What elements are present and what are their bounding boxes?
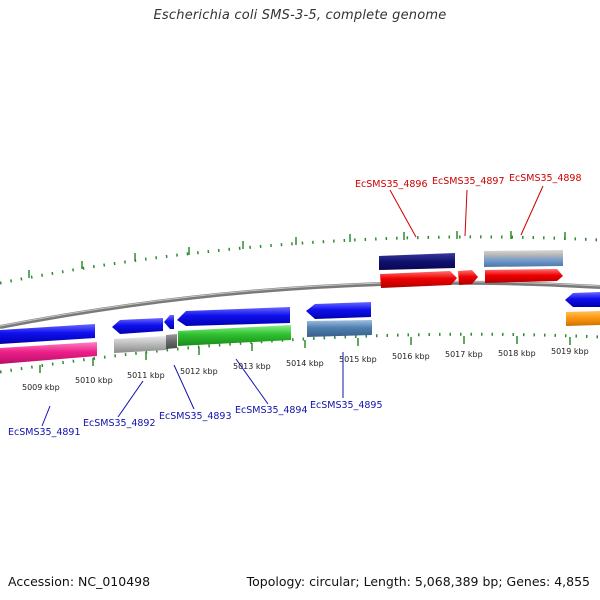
tick-label: 5019 kbp — [551, 347, 589, 356]
gene-feature[interactable] — [566, 311, 600, 326]
reverse-gene-leaders — [41, 352, 344, 427]
gene-feature[interactable] — [458, 270, 478, 285]
gene-feature[interactable] — [166, 334, 177, 349]
accession-text: Accession: NC_010498 — [8, 574, 151, 589]
tick-label: 5017 kbp — [445, 350, 483, 359]
tick-label: 5013 kbp — [233, 362, 271, 371]
gene-label[interactable]: EcSMS35_4898 — [509, 173, 582, 184]
outer-tick-ring — [0, 235, 600, 285]
gene-feature[interactable] — [177, 307, 290, 326]
gene-feature[interactable] — [380, 271, 457, 288]
genome-summary-text: Topology: circular; Length: 5,068,389 bp… — [246, 574, 590, 589]
genome-backbone — [0, 280, 600, 329]
tick-label: 5015 kbp — [339, 355, 377, 364]
gene-label[interactable]: EcSMS35_4891 — [8, 427, 81, 438]
gene-label[interactable]: EcSMS35_4892 — [83, 418, 156, 429]
gene-feature[interactable] — [114, 336, 166, 353]
gene-feature[interactable] — [306, 302, 371, 319]
forward-gene-leaders — [389, 185, 544, 238]
tick-label: 5009 kbp — [22, 383, 60, 392]
outer-major-ticks — [28, 231, 566, 278]
tick-label: 5011 kbp — [127, 371, 165, 380]
gene-feature[interactable] — [307, 320, 372, 337]
tick-label: 5014 kbp — [286, 359, 324, 368]
gene-label[interactable]: EcSMS35_4895 — [310, 400, 383, 411]
gene-feature[interactable] — [178, 325, 291, 346]
tick-label: 5012 kbp — [180, 367, 218, 376]
reverse-gene-track — [0, 292, 600, 364]
tick-label: 5010 kbp — [75, 376, 113, 385]
gene-label[interactable]: EcSMS35_4893 — [159, 411, 232, 422]
tick-label: 5016 kbp — [392, 352, 430, 361]
forward-gene-track — [379, 250, 563, 288]
gene-feature[interactable] — [485, 269, 563, 283]
inner-major-ticks — [39, 336, 571, 373]
gene-feature[interactable] — [112, 318, 163, 334]
gene-feature[interactable] — [164, 315, 174, 329]
gene-feature[interactable] — [0, 342, 97, 364]
map-title: Escherichia coli SMS-3-5, complete genom… — [153, 8, 447, 23]
gene-feature[interactable] — [484, 250, 563, 267]
gene-feature[interactable] — [565, 292, 600, 307]
gene-label[interactable]: EcSMS35_4894 — [235, 405, 308, 416]
gene-feature[interactable] — [379, 253, 455, 270]
inner-tick-ring — [0, 332, 600, 374]
tick-label: 5018 kbp — [498, 349, 536, 358]
gene-label[interactable]: EcSMS35_4896 — [355, 179, 428, 190]
gene-label[interactable]: EcSMS35_4897 — [432, 176, 505, 187]
gene-feature[interactable] — [0, 324, 95, 344]
